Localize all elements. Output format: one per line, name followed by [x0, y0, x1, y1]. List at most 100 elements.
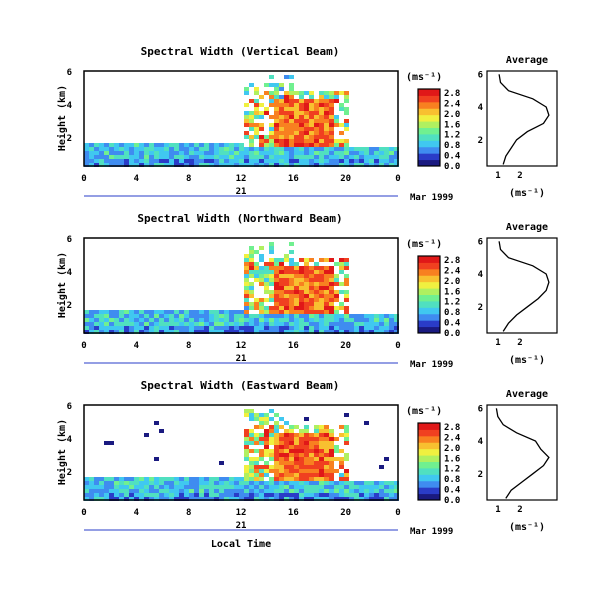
heatmap-cell: [244, 111, 249, 115]
heatmap-cell: [184, 143, 189, 147]
heatmap-cell: [244, 477, 249, 481]
heatmap-cell: [329, 453, 334, 457]
heatmap-cell: [354, 151, 359, 155]
heatmap-cell: [159, 489, 164, 493]
heatmap-cell: [374, 485, 379, 489]
heatmap-cell: [319, 143, 324, 147]
heatmap-cell: [304, 290, 309, 294]
heatmap-cell: [294, 469, 299, 473]
heatmap-cell: [109, 318, 114, 322]
heatmap-cell: [359, 497, 364, 501]
heatmap-cell: [299, 147, 304, 151]
heatmap-cell: [244, 326, 249, 330]
heatmap-cell: [139, 489, 144, 493]
heatmap-cell: [259, 254, 264, 258]
heatmap-cell: [119, 493, 124, 497]
heatmap-cell: [274, 310, 279, 314]
heatmap-cell: [294, 286, 299, 290]
heatmap-cell: [204, 155, 209, 159]
heatmap-cell: [304, 258, 309, 262]
heatmap-cell: [284, 159, 289, 163]
heatmap-cell: [349, 497, 354, 501]
heatmap-cell: [159, 477, 164, 481]
heatmap-cell: [254, 413, 259, 417]
heatmap-cell: [144, 143, 149, 147]
colorbar-tick-label: 2.4: [444, 99, 461, 109]
heatmap-cell: [329, 274, 334, 278]
heatmap-cell: [144, 147, 149, 151]
heatmap-cell: [159, 481, 164, 485]
heatmap-cell: [344, 485, 349, 489]
heatmap-cell: [254, 497, 259, 501]
heatmap-cell: [199, 151, 204, 155]
heatmap-cell: [129, 318, 134, 322]
heatmap-cell: [254, 437, 259, 441]
heatmap-cell: [244, 294, 249, 298]
heatmap-cell: [329, 497, 334, 501]
heatmap-cell: [354, 489, 359, 493]
heatmap-cell: [304, 493, 309, 497]
heatmap-cell: [264, 469, 269, 473]
heatmap-cell: [319, 465, 324, 469]
heatmap-cell: [344, 282, 349, 286]
heatmap-cell: [274, 159, 279, 163]
heatmap-cell: [329, 266, 334, 270]
heatmap-cell: [354, 163, 359, 167]
heatmap-cell: [289, 103, 294, 107]
heatmap-cell: [264, 429, 269, 433]
heatmap-cell: [284, 266, 289, 270]
heatmap-cell: [279, 306, 284, 310]
heatmap-cell: [359, 163, 364, 167]
heatmap-cell: [374, 159, 379, 163]
heatmap-cell: [329, 318, 334, 322]
heatmap-cell: [249, 155, 254, 159]
heatmap-cell: [279, 278, 284, 282]
heatmap-cell: [279, 262, 284, 266]
heatmap-cell: [304, 286, 309, 290]
avg-y-tick-label: 6: [478, 237, 483, 247]
heatmap-cell: [294, 139, 299, 143]
heatmap-cell: [334, 262, 339, 266]
heatmap-cell: [259, 111, 264, 115]
heatmap-cell: [309, 469, 314, 473]
heatmap-cell: [344, 294, 349, 298]
heatmap-cell: [339, 449, 344, 453]
heatmap-cell: [269, 83, 274, 87]
heatmap-cell: [169, 314, 174, 318]
heatmap-cell: [124, 493, 129, 497]
heatmap-cell: [279, 445, 284, 449]
heatmap-cell: [104, 497, 109, 501]
heatmap-cell: [289, 115, 294, 119]
colorbar-tick-label: 2.8: [444, 89, 460, 99]
heatmap-cell: [304, 445, 309, 449]
heatmap-cell: [309, 123, 314, 127]
heatmap-cell: [224, 477, 229, 481]
heatmap-cell: [309, 270, 314, 274]
heatmap-cell: [244, 473, 249, 477]
heatmap-cell: [254, 485, 259, 489]
heatmap-cell: [334, 310, 339, 314]
heatmap-cell: [319, 310, 324, 314]
heatmap-cell: [254, 425, 259, 429]
heatmap-cell: [329, 282, 334, 286]
heatmap-cell: [114, 493, 119, 497]
heatmap-cell: [274, 131, 279, 135]
heatmap-cell: [259, 266, 264, 270]
heatmap-cell: [284, 421, 289, 425]
heatmap-cell: [274, 330, 279, 334]
heatmap-cell: [334, 147, 339, 151]
colorbar-tick-label: 1.2: [444, 131, 460, 141]
colorbar-tick-label: 1.2: [444, 465, 460, 475]
heatmap-cell: [269, 326, 274, 330]
heatmap-cell: [309, 314, 314, 318]
heatmap-cell: [339, 290, 344, 294]
heatmap-cell: [299, 151, 304, 155]
heatmap-cell: [314, 159, 319, 163]
heatmap-cell: [284, 115, 289, 119]
heatmap-cell: [289, 87, 294, 91]
heatmap-cell: [264, 151, 269, 155]
heatmap-cell: [304, 461, 309, 465]
heatmap-cell: [364, 330, 369, 334]
heatmap-cell: [344, 119, 349, 123]
average-profile-northward: 642: [478, 237, 558, 334]
